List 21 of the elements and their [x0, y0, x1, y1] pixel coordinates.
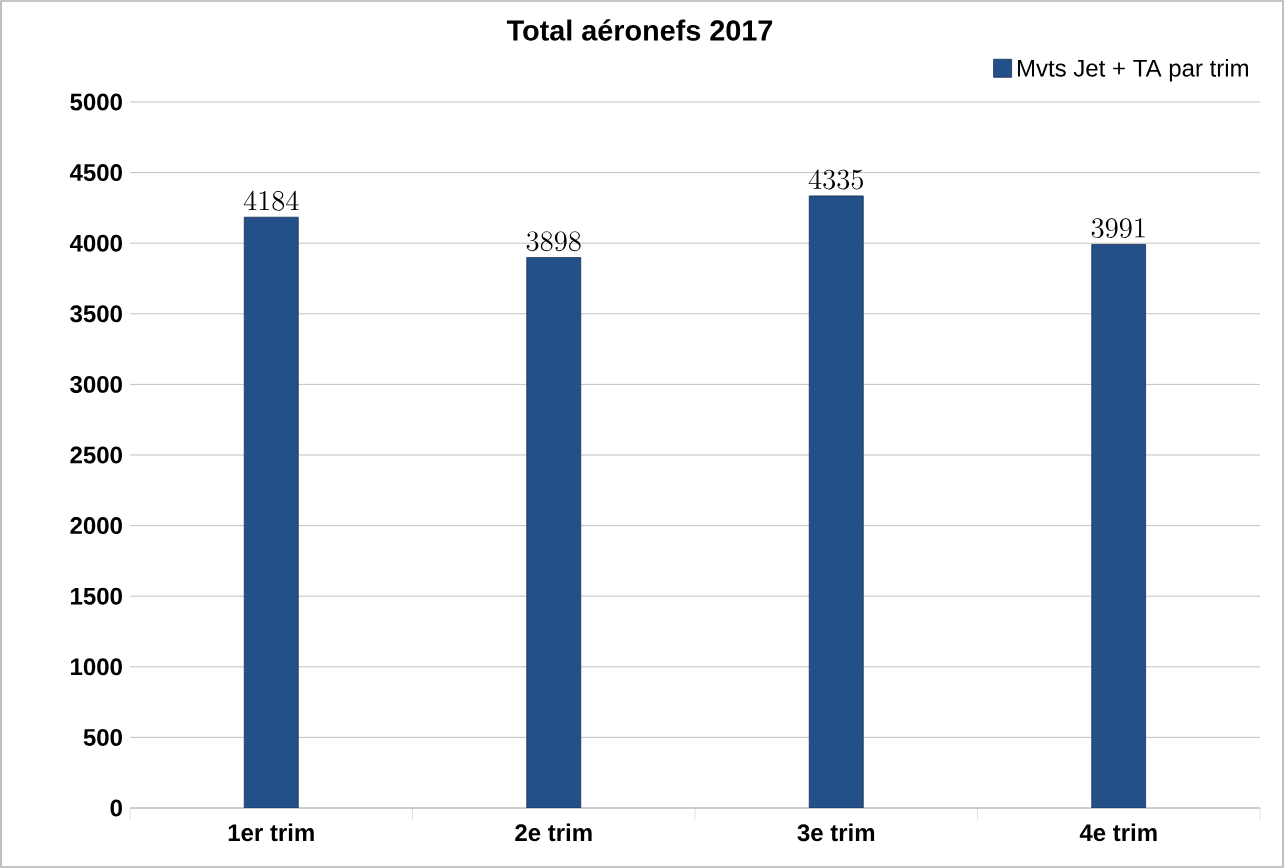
- y-tick-label: 2500: [70, 446, 122, 464]
- x-tick-label: 4e trim: [1079, 823, 1157, 842]
- y-tick-label: 1500: [71, 587, 122, 605]
- x-tick-label: 3e trim: [797, 823, 875, 842]
- y-tick-label: 1000: [71, 658, 122, 676]
- x-tick-label: 2e trim: [515, 823, 592, 842]
- y-tick-label: 3000: [70, 375, 122, 393]
- y-tick-label: 3500: [70, 305, 122, 323]
- y-tick-label: 5000: [70, 93, 122, 111]
- y-tick-label: 2000: [70, 517, 122, 535]
- data-label: 3991: [1091, 218, 1145, 238]
- y-tick-label: 0: [110, 799, 122, 817]
- data-label: 4184: [243, 190, 299, 211]
- x-tick-label: 1er trim: [228, 823, 314, 842]
- legend-label: Mvts Jet + TA par trim: [1017, 59, 1249, 82]
- data-label: 3898: [526, 231, 581, 252]
- y-tick-label: 4500: [69, 164, 122, 182]
- y-tick-label: 500: [83, 728, 122, 746]
- chart-title: Total aéronefs 2017: [506, 19, 773, 41]
- y-tick-label: 4000: [69, 234, 122, 252]
- data-label: 4335: [808, 169, 863, 190]
